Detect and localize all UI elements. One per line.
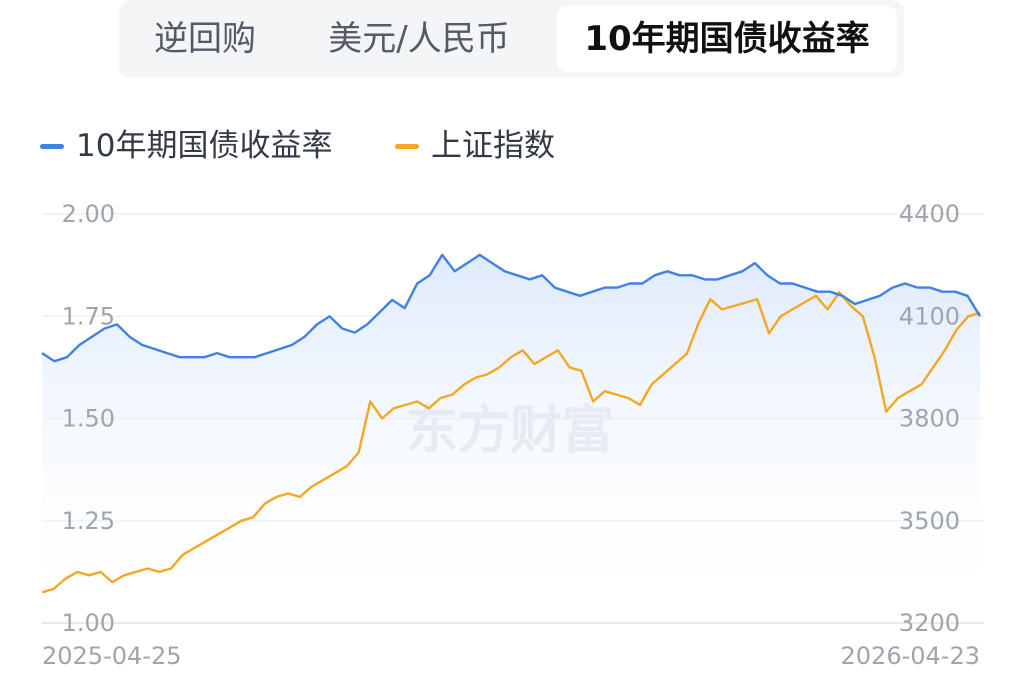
x-axis-end-label: 2026-04-23 [840,642,980,670]
legend-label-bond-yield: 10年期国债收益率 [76,128,333,164]
chart-marks [41,253,982,623]
tab-10y-bond-yield[interactable]: 10年期国债收益率 [557,6,897,72]
left-tick-label: 1.25 [62,507,115,535]
right-axis-ticks: 4400 4100 3800 3500 3200 [899,200,960,637]
left-tick-label: 1.75 [62,302,115,330]
right-tick-label: 4400 [899,200,960,228]
tab-usd-cny[interactable]: 美元/人民币 [328,19,510,59]
left-tick-label: 2.00 [62,200,115,228]
legend-swatch-bond-yield [40,144,64,149]
tab-bar: 逆回购 美元/人民币 10年期国债收益率 [119,0,904,78]
legend-swatch-shanghai-index [395,144,419,149]
series-line-bond-yield [41,253,982,363]
right-tick-label: 4100 [899,302,960,330]
left-tick-label: 1.00 [62,609,115,637]
legend-label-shanghai-index: 上证指数 [431,128,555,164]
right-tick-label: 3200 [899,609,960,637]
tab-reverse-repo[interactable]: 逆回购 [154,19,256,59]
left-tick-label: 1.50 [62,405,115,433]
left-axis-ticks: 2.00 1.75 1.50 1.25 1.00 [62,200,115,637]
right-tick-label: 3800 [899,405,960,433]
x-axis-start-label: 2025-04-25 [42,642,182,670]
series-line-shanghai-index [41,291,981,594]
bond-yield-area [42,254,980,623]
right-tick-label: 3500 [899,507,960,535]
